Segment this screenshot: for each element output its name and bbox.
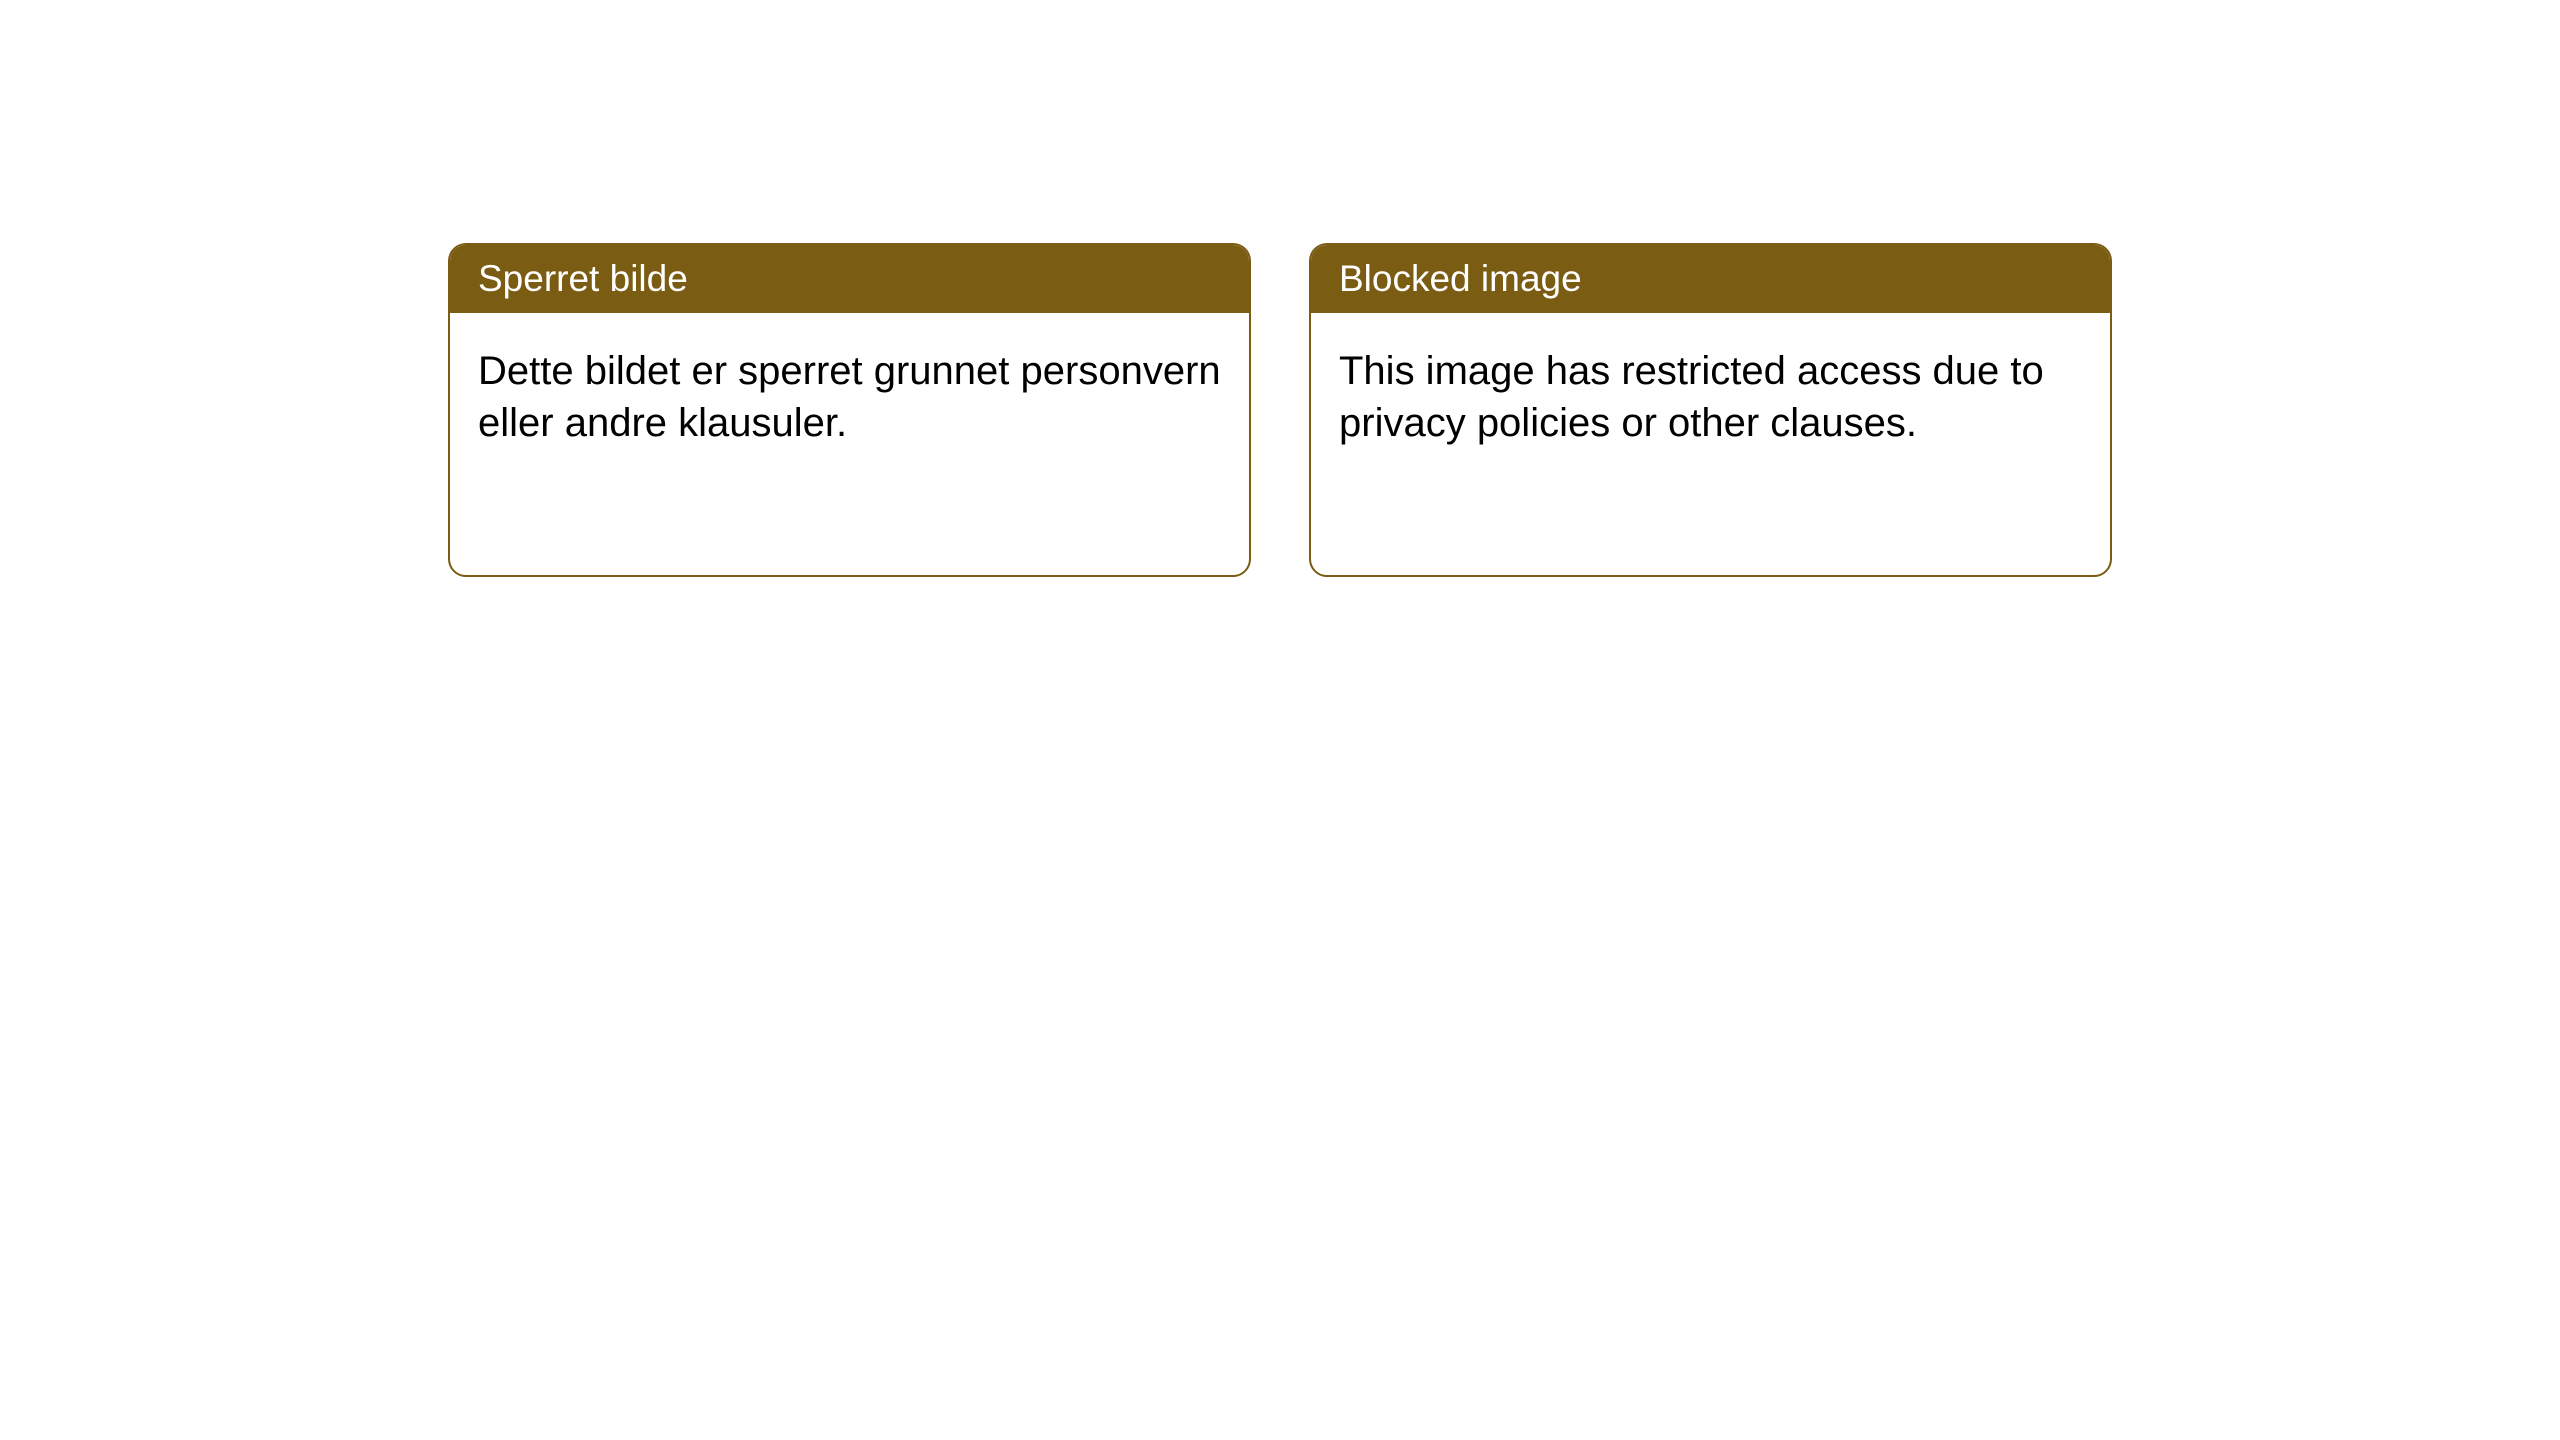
card-title-norwegian: Sperret bilde xyxy=(478,258,688,299)
blocked-image-card-norwegian: Sperret bilde Dette bildet er sperret gr… xyxy=(448,243,1251,577)
card-text-norwegian: Dette bildet er sperret grunnet personve… xyxy=(478,349,1221,445)
card-text-english: This image has restricted access due to … xyxy=(1339,349,2044,445)
card-header-english: Blocked image xyxy=(1311,245,2110,313)
card-header-norwegian: Sperret bilde xyxy=(450,245,1249,313)
card-container: Sperret bilde Dette bildet er sperret gr… xyxy=(448,243,2112,577)
card-title-english: Blocked image xyxy=(1339,258,1582,299)
blocked-image-card-english: Blocked image This image has restricted … xyxy=(1309,243,2112,577)
card-body-english: This image has restricted access due to … xyxy=(1311,313,2110,481)
card-body-norwegian: Dette bildet er sperret grunnet personve… xyxy=(450,313,1249,481)
